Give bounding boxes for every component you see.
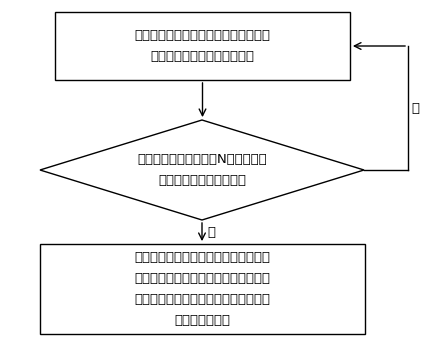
Text: 获取预设范围内若干乘客的起点信息和
终点信息，生成若干乘车路径: 获取预设范围内若干乘客的起点信息和 终点信息，生成若干乘车路径 <box>135 29 270 63</box>
Text: 是: 是 <box>207 225 215 238</box>
Text: 否: 否 <box>411 102 419 115</box>
Text: 所述若干乘车路径中有N个乘车路径
可重合形成同一乘车路径: 所述若干乘车路径中有N个乘车路径 可重合形成同一乘车路径 <box>137 153 267 187</box>
Text: 计算所述同一乘车路径中各个重合路径
的对应费用及对应人数，按照所述对应
人数的预设比例将所述对应费用分别分
摊给对应的乘客: 计算所述同一乘车路径中各个重合路径 的对应费用及对应人数，按照所述对应 人数的预… <box>135 251 270 327</box>
Bar <box>40 244 365 334</box>
Polygon shape <box>40 120 364 220</box>
Bar <box>55 12 350 80</box>
